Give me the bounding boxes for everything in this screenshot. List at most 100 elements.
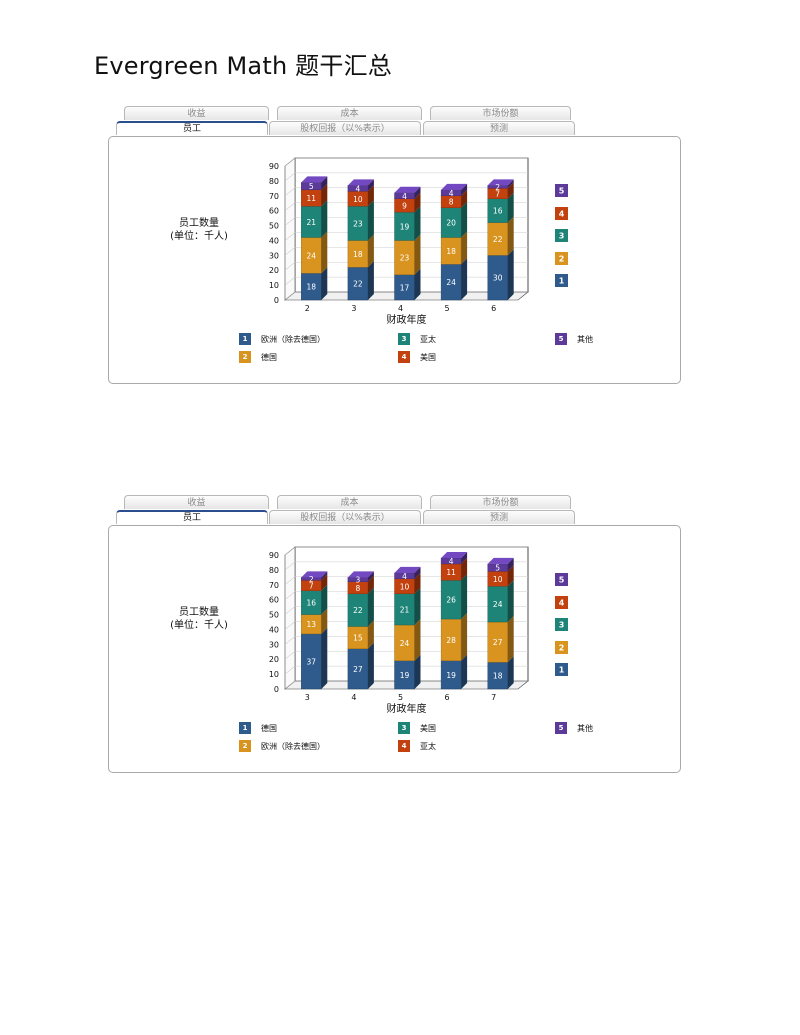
- data-label: 22: [353, 280, 363, 289]
- bar-segment: 15: [347, 620, 374, 650]
- data-label: 37: [307, 657, 317, 666]
- y-tick-label: 30: [269, 640, 279, 649]
- data-label: 27: [493, 638, 503, 647]
- bar-segment-side: [461, 613, 468, 661]
- bar-segment-side: [321, 627, 328, 689]
- chart-side-wall: [284, 546, 296, 690]
- bar-segment: 18: [487, 656, 514, 690]
- legend-swatch: 4: [398, 351, 410, 363]
- gridline: [284, 291, 296, 301]
- tab-revenue[interactable]: 收益: [124, 495, 269, 509]
- y-tick-label: 50: [269, 611, 279, 620]
- x-axis-label: 财政年度: [387, 702, 427, 715]
- bar-segment-side: [507, 192, 514, 223]
- bar-segment-side: [321, 608, 328, 634]
- tab-forecast[interactable]: 预测: [423, 510, 575, 524]
- side-key-number: 1: [559, 277, 565, 286]
- tab-revenue[interactable]: 收益: [124, 106, 269, 120]
- bar-segment-side: [461, 258, 468, 300]
- gridline: [284, 262, 296, 271]
- y-tick-label: 0: [274, 296, 279, 305]
- legend-item-3: 3 美国: [398, 722, 436, 734]
- tab-equity-return[interactable]: 股权回报（以%表示）: [269, 510, 421, 524]
- legend-item-4: 4 亚太: [398, 740, 436, 752]
- bar-segment: 23: [394, 234, 421, 275]
- side-key-number: 4: [559, 210, 565, 219]
- tab-market-share[interactable]: 市场份额: [430, 495, 571, 509]
- legend-item-1: 1 欧洲（除去德国）: [239, 333, 325, 345]
- bar-top: [394, 566, 421, 573]
- tab-cost[interactable]: 成本: [277, 106, 422, 120]
- legend-swatch: 3: [398, 722, 410, 734]
- y-tick-label: 80: [269, 177, 279, 186]
- data-label: 18: [446, 247, 456, 256]
- bar-segment: 11: [301, 183, 328, 207]
- y-tick-label: 90: [269, 162, 279, 171]
- gridline: [284, 606, 296, 615]
- y-tick-label: 60: [269, 207, 279, 216]
- bar-segment: 27: [487, 616, 514, 663]
- data-label: 21: [400, 605, 410, 614]
- y-tick-label: 20: [269, 655, 279, 664]
- bar-segment-side: [461, 654, 468, 689]
- legend-label: 德国: [261, 352, 277, 362]
- tab-equity-return[interactable]: 股权回报（以%表示）: [269, 121, 421, 135]
- bar-segment-side: [461, 557, 468, 581]
- bar-segment-side: [507, 179, 514, 189]
- bar-top: [487, 179, 514, 186]
- y-tick-label: 20: [269, 266, 279, 275]
- tab-employees[interactable]: 员工: [116, 510, 268, 524]
- bar-top: [301, 176, 328, 183]
- data-label: 19: [400, 671, 410, 680]
- x-tick-label: 4: [398, 304, 403, 313]
- legend: 1 德国 2 欧洲（除去德国） 3 美国 4 亚太 5 其他: [239, 722, 669, 762]
- y-tick-label: 70: [269, 192, 279, 201]
- data-label: 23: [400, 254, 410, 263]
- y-tick-label: 10: [269, 281, 279, 290]
- side-key-number: 5: [559, 576, 565, 585]
- data-label: 7: [495, 190, 500, 199]
- bar-segment-side: [461, 201, 468, 238]
- side-key-4: 4: [555, 596, 568, 609]
- tab-forecast[interactable]: 预测: [423, 121, 575, 135]
- bar-segment-side: [414, 587, 421, 625]
- bar-segment: 21: [301, 200, 328, 238]
- tab-cost[interactable]: 成本: [277, 495, 422, 509]
- bar-top: [301, 571, 328, 578]
- x-tick-label: 2: [305, 304, 310, 313]
- side-key-swatch: [555, 618, 568, 631]
- bar-segment: 17: [394, 268, 421, 301]
- bar-top: [394, 186, 421, 193]
- bar-segment-side: [321, 183, 328, 207]
- bar-segment-side: [367, 185, 374, 207]
- x-tick-label: 3: [305, 693, 310, 702]
- bar-segment-side: [507, 216, 514, 256]
- side-key-swatch: [555, 184, 568, 197]
- bar-segment-side: [507, 656, 514, 689]
- side-key-2: 2: [555, 641, 568, 654]
- legend-label: 亚太: [420, 741, 436, 751]
- bar-segment: 19: [394, 654, 421, 690]
- data-label: 8: [356, 584, 361, 593]
- bar-segment: 3: [347, 571, 374, 585]
- y-tick-label: 80: [269, 566, 279, 575]
- data-label: 4: [449, 189, 454, 198]
- side-key-number: 5: [559, 187, 565, 196]
- gridline: [284, 202, 296, 211]
- data-label: 4: [449, 557, 454, 566]
- tab-market-share[interactable]: 市场份额: [430, 106, 571, 120]
- data-label: 5: [309, 182, 314, 191]
- data-label: 2: [309, 575, 314, 584]
- bar-segment-side: [367, 620, 374, 649]
- side-key-number: 2: [559, 255, 565, 264]
- bar-segment: 24: [394, 618, 421, 661]
- legend-swatch: 3: [398, 333, 410, 345]
- tab-strip: 收益 成本 市场份额 员工 股权回报（以%表示） 预测: [108, 106, 681, 138]
- y-tick-label: 40: [269, 236, 279, 245]
- side-key-3: 3: [555, 229, 568, 242]
- gridline: [284, 276, 296, 286]
- bar-top: [487, 557, 514, 564]
- data-label: 27: [353, 665, 363, 674]
- data-label: 24: [307, 251, 317, 260]
- tab-employees[interactable]: 员工: [116, 121, 268, 135]
